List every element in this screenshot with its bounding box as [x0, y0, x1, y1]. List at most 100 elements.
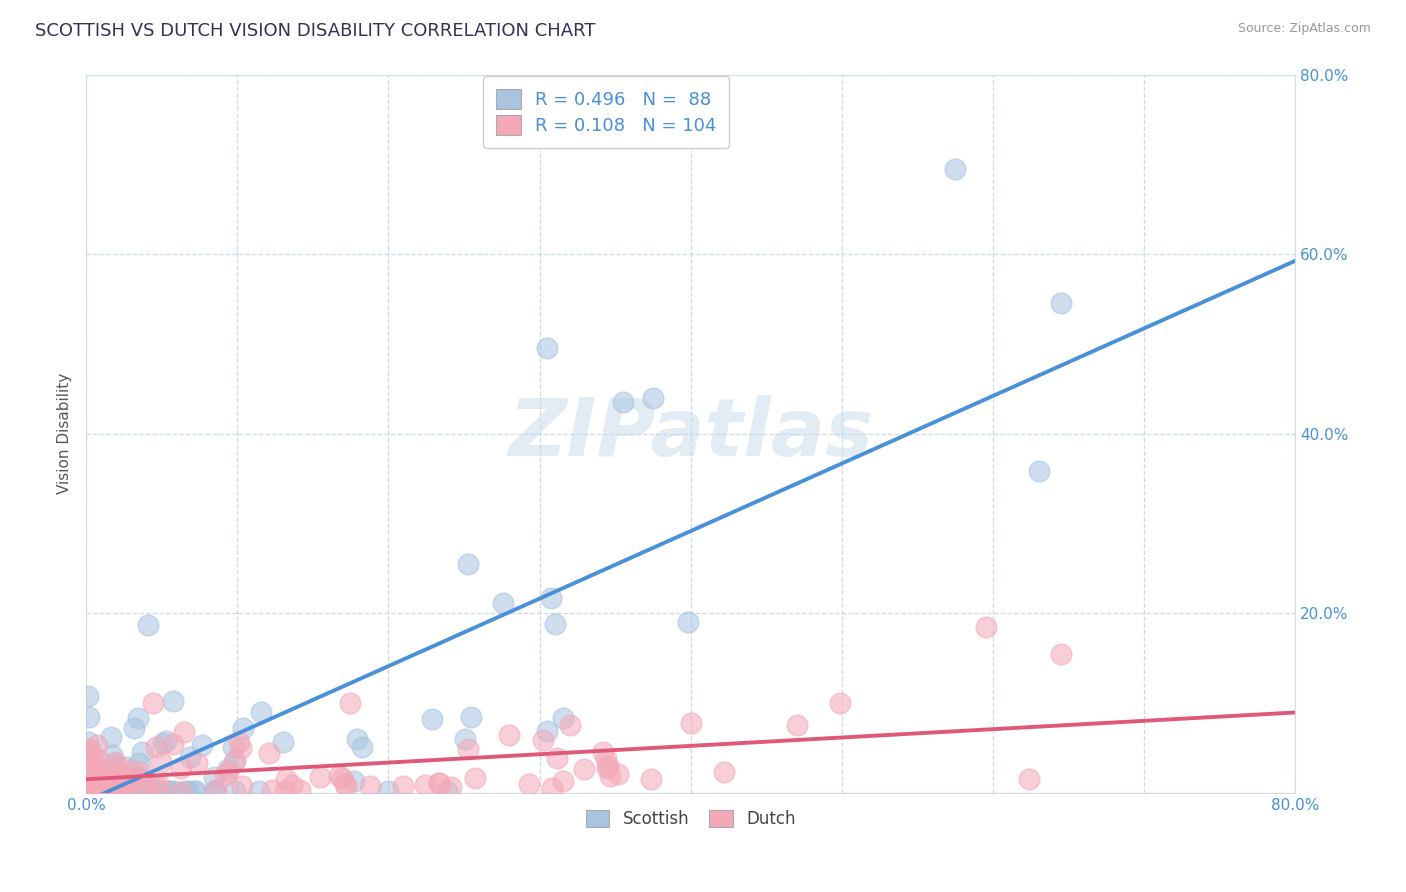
Point — [1018, 772, 1040, 787]
Point — [271, 734, 294, 748]
Point — [84, 774, 107, 789]
Point — [274, 772, 297, 786]
Point — [222, 739, 245, 754]
Point — [76, 770, 98, 784]
Point — [104, 782, 127, 797]
Point — [607, 766, 630, 780]
Point — [679, 715, 702, 730]
Point — [427, 775, 450, 789]
Point — [91, 778, 114, 792]
Point — [157, 784, 180, 798]
Point — [122, 721, 145, 735]
Point — [145, 740, 167, 755]
Point — [281, 778, 304, 792]
Point — [127, 711, 149, 725]
Point — [202, 784, 225, 798]
Point — [828, 696, 851, 710]
Point — [107, 766, 129, 780]
Point — [131, 766, 153, 780]
Point — [558, 718, 581, 732]
Point — [97, 764, 120, 778]
Point — [76, 690, 98, 704]
Point — [1028, 464, 1050, 478]
Legend: Scottish, Dutch: Scottish, Dutch — [579, 803, 803, 835]
Point — [100, 748, 122, 763]
Point — [134, 784, 156, 798]
Point — [612, 395, 634, 409]
Point — [217, 762, 239, 776]
Text: ZIPatlas: ZIPatlas — [508, 394, 873, 473]
Point — [97, 776, 120, 790]
Point — [231, 779, 253, 793]
Point — [129, 784, 152, 798]
Point — [457, 741, 479, 756]
Point — [536, 341, 558, 355]
Text: SCOTTISH VS DUTCH VISION DISABILITY CORRELATION CHART: SCOTTISH VS DUTCH VISION DISABILITY CORR… — [35, 22, 596, 40]
Point — [333, 776, 356, 790]
Point — [436, 784, 458, 798]
Point — [105, 772, 128, 786]
Point — [84, 780, 107, 794]
Point — [427, 776, 450, 790]
Point — [79, 784, 101, 798]
Point — [541, 781, 564, 796]
Point — [492, 596, 515, 610]
Point — [186, 784, 208, 798]
Point — [595, 752, 617, 766]
Point — [377, 784, 399, 798]
Point — [150, 755, 173, 769]
Point — [339, 696, 361, 710]
Point — [142, 696, 165, 710]
Point — [359, 779, 381, 793]
Point — [103, 756, 125, 771]
Point — [77, 784, 100, 798]
Point — [145, 784, 167, 798]
Point — [121, 772, 143, 786]
Point — [84, 781, 107, 796]
Point — [76, 784, 98, 798]
Point — [86, 738, 108, 752]
Point — [440, 780, 463, 794]
Point — [228, 735, 250, 749]
Point — [943, 161, 966, 176]
Point — [422, 712, 444, 726]
Point — [80, 762, 103, 776]
Point — [112, 784, 135, 798]
Point — [551, 711, 574, 725]
Point — [640, 772, 662, 787]
Point — [77, 746, 100, 760]
Point — [592, 745, 614, 759]
Point — [138, 775, 160, 789]
Point — [79, 774, 101, 789]
Point — [250, 705, 273, 719]
Point — [454, 731, 477, 746]
Point — [596, 761, 619, 775]
Point — [131, 772, 153, 787]
Point — [288, 783, 311, 797]
Point — [77, 735, 100, 749]
Point — [346, 731, 368, 746]
Point — [464, 771, 486, 785]
Point — [82, 778, 104, 792]
Point — [152, 736, 174, 750]
Point — [79, 743, 101, 757]
Point — [517, 777, 540, 791]
Point — [173, 724, 195, 739]
Point — [159, 784, 181, 798]
Point — [76, 741, 98, 756]
Point — [100, 784, 122, 798]
Point — [641, 391, 664, 405]
Point — [163, 784, 186, 798]
Point — [498, 728, 520, 742]
Point — [98, 784, 121, 798]
Point — [93, 784, 115, 798]
Point — [76, 784, 98, 798]
Point — [173, 784, 195, 798]
Point — [553, 773, 575, 788]
Point — [177, 784, 200, 798]
Point — [84, 784, 107, 798]
Point — [328, 769, 350, 783]
Point — [343, 774, 366, 789]
Point — [596, 759, 619, 773]
Point — [136, 617, 159, 632]
